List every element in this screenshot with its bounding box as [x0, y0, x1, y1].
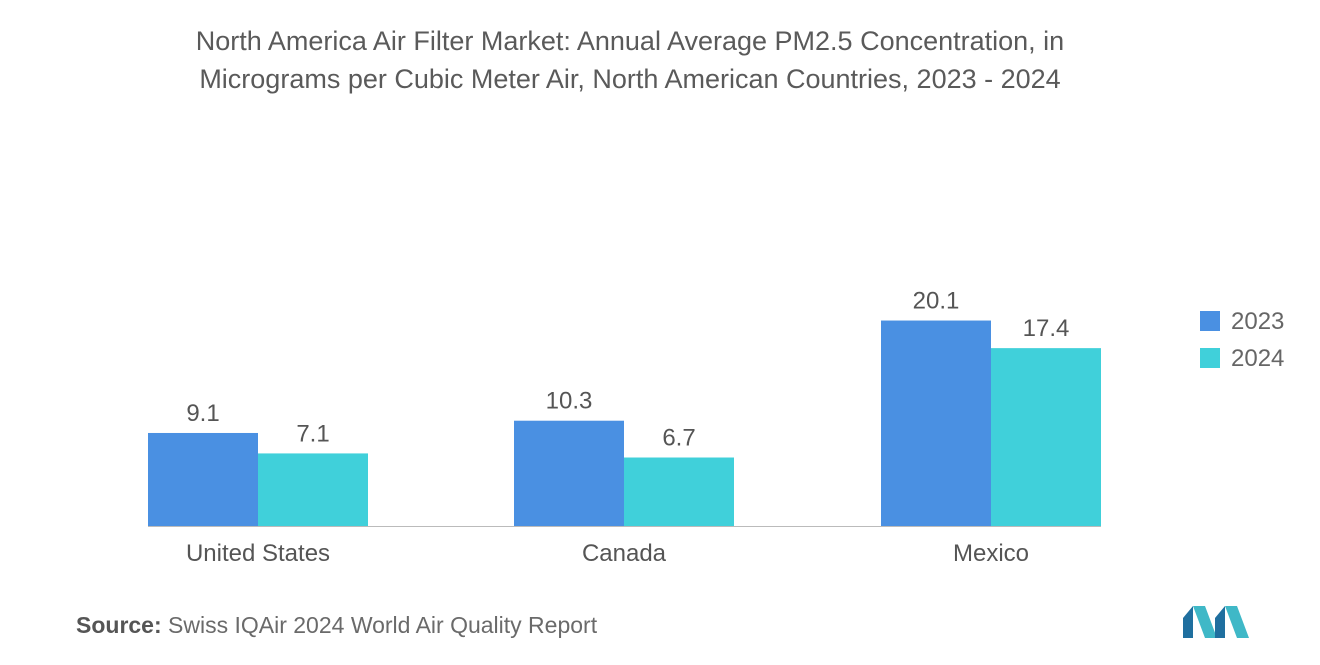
legend-label-2023: 2023 [1231, 308, 1284, 335]
data-label-mexico-2023: 20.1 [913, 288, 960, 315]
bar-mexico-2024 [991, 348, 1101, 526]
data-label-canada-2023: 10.3 [546, 388, 593, 415]
bar-canada-2023 [514, 420, 624, 526]
source-note: Source: Swiss IQAir 2024 World Air Quali… [76, 612, 597, 639]
data-label-united-states-2024: 7.1 [296, 420, 329, 447]
mordor-intelligence-logo-icon [1183, 606, 1249, 638]
bar-canada-2024 [624, 457, 734, 526]
x-tick-label: Mexico [953, 540, 1029, 567]
chart-title-line-1: North America Air Filter Market: Annual … [195, 26, 1065, 56]
x-tick-label: Canada [582, 540, 667, 567]
chart-title: North America Air Filter Market: Annual … [60, 22, 1200, 98]
data-label-united-states-2023: 9.1 [186, 400, 219, 427]
source-label: Source: [76, 612, 162, 638]
source-text: Swiss IQAir 2024 World Air Quality Repor… [168, 612, 598, 638]
legend-label-2024: 2024 [1231, 345, 1284, 372]
legend-swatch-2024 [1200, 348, 1220, 368]
bar-united-states-2023 [148, 432, 258, 526]
data-label-canada-2024: 6.7 [662, 425, 695, 452]
x-tick-label: United States [186, 540, 330, 567]
chart-title-line-2: Micrograms per Cubic Meter Air, North Am… [199, 64, 1061, 94]
bar-united-states-2024 [258, 453, 368, 526]
legend-swatch-2023 [1200, 311, 1220, 331]
bar-mexico-2023 [881, 320, 991, 526]
data-label-mexico-2024: 17.4 [1023, 315, 1070, 342]
